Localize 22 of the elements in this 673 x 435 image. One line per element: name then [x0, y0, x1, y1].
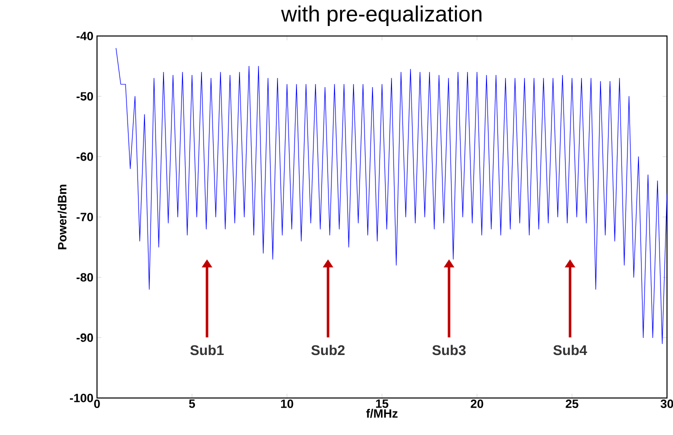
x-tick-label: 20 [470, 400, 484, 408]
y-tick-label: -70 [76, 212, 93, 222]
annotation: Sub3 [432, 344, 466, 356]
line-series [116, 48, 667, 344]
annotation: Sub2 [311, 344, 345, 356]
x-axis-title: f/MHz [366, 408, 398, 418]
y-tick-label: -90 [76, 333, 93, 342]
annotation: Sub1 [190, 344, 224, 356]
y-tick-label: -50 [76, 92, 93, 101]
y-tick-label: -80 [76, 273, 93, 282]
x-tick-label: 10 [281, 400, 294, 408]
x-tick-label: 25 [566, 400, 578, 408]
x-tick-label: 30 [660, 400, 673, 408]
y-tick-label: -40 [76, 32, 93, 40]
chart-title: with pre-equalization [281, 6, 482, 26]
x-tick-label: 5 [189, 400, 196, 408]
y-axis-title: Power/dBm [58, 184, 67, 250]
y-tick-label: -60 [76, 152, 93, 161]
x-tick-label: 15 [376, 400, 388, 408]
annotation: Sub4 [553, 344, 588, 356]
x-tick-label: 0 [94, 400, 100, 408]
y-tick-label: -100 [70, 394, 93, 402]
